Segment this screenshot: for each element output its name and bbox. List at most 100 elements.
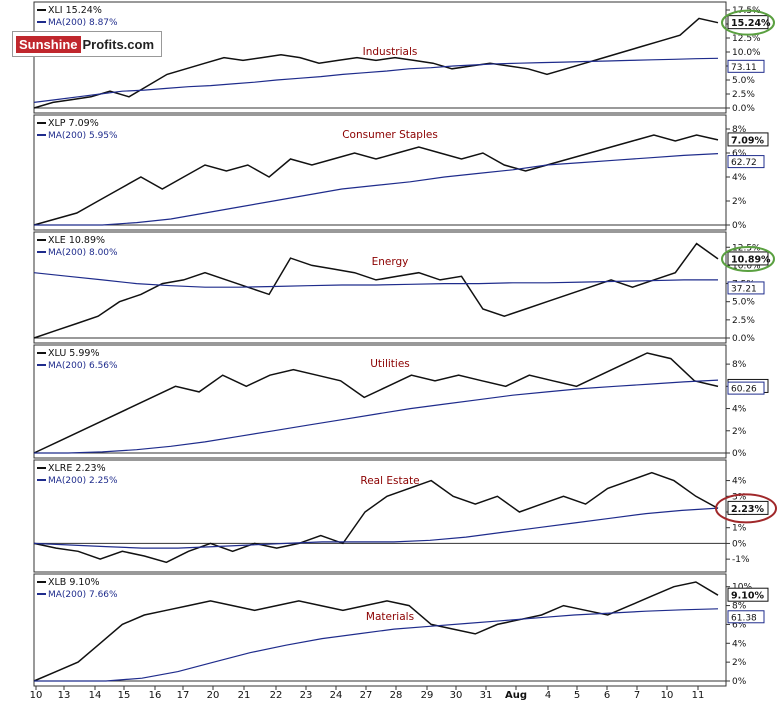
x-tick-label: 28 — [390, 690, 403, 701]
legend-ticker: XLI 15.24% — [48, 5, 102, 16]
ma-tag: 61.38 — [731, 613, 757, 623]
price-tag-box — [727, 251, 769, 266]
ma-tag-box — [727, 381, 765, 395]
y-tick-label: 2% — [732, 427, 747, 437]
panel-frame — [33, 1, 727, 114]
y-tick-label: 2% — [732, 197, 747, 207]
y-tick-label: 5.0% — [732, 298, 755, 308]
y-tick-label: 6% — [732, 149, 747, 159]
price-tag: 9.10% — [731, 591, 764, 602]
sunshine-profits-logo: Sunshine Profits.com — [12, 31, 162, 57]
price-tag: 15.24% — [731, 18, 771, 29]
y-tick-label: 6% — [732, 620, 747, 630]
x-tick-label: 29 — [421, 690, 434, 701]
x-tick-label: 10 — [30, 690, 43, 701]
x-tick-label: 15 — [118, 690, 131, 701]
legend-ticker: XLU 5.99% — [48, 348, 99, 359]
x-tick-label: 17 — [177, 690, 190, 701]
x-tick-label: 6 — [604, 690, 610, 701]
legend-ticker: XLE 10.89% — [48, 235, 105, 246]
price-tag-box — [727, 132, 769, 147]
y-tick-label: 2% — [732, 658, 747, 668]
price-line — [33, 17, 719, 109]
x-tick-label: 22 — [270, 690, 283, 701]
highlight-ellipse-red — [715, 493, 777, 524]
y-tick-label: 0% — [732, 677, 747, 687]
logo-part1: Sunshine — [16, 35, 81, 53]
x-tick-label: Aug — [505, 690, 527, 701]
price-tag: 10.89% — [731, 254, 771, 265]
y-tick-label: 0.0% — [732, 334, 755, 344]
x-tick-label: 7 — [634, 690, 640, 701]
x-tick-label: 5 — [574, 690, 580, 701]
price-tag-box — [727, 587, 769, 602]
sector-label: Consumer Staples — [342, 129, 438, 141]
sector-label: Materials — [366, 611, 414, 623]
legend-ticker: XLP 7.09% — [48, 118, 99, 129]
price-line — [33, 581, 719, 682]
highlight-ellipse-green — [721, 245, 775, 272]
x-tick-label: 10 — [661, 690, 674, 701]
ma-tag: 60.26 — [731, 385, 757, 395]
y-tick-label: 10.0% — [732, 261, 761, 271]
sector-label: Industrials — [363, 46, 418, 58]
x-tick-label: 21 — [238, 690, 251, 701]
panel-frame — [33, 114, 727, 231]
panel-frame — [33, 231, 727, 344]
x-tick-label: 20 — [207, 690, 220, 701]
price-line — [33, 471, 719, 564]
y-tick-label: 10.0% — [732, 48, 761, 58]
y-tick-label: 8% — [732, 125, 747, 135]
panel-frame — [33, 344, 727, 459]
legend-ma200: MA(200) 7.66% — [48, 590, 118, 600]
x-tick-label: 30 — [450, 690, 463, 701]
x-tick-label: 16 — [149, 690, 162, 701]
y-tick-label: 2.5% — [732, 90, 755, 100]
ma200-line — [34, 153, 719, 226]
logo-part2: Profits.com — [82, 36, 155, 52]
price-tag: 7.09% — [731, 135, 764, 146]
legend-ma200: MA(200) 8.87% — [48, 18, 118, 28]
y-tick-label: 2.5% — [732, 316, 755, 326]
price-line — [33, 134, 719, 226]
y-tick-label: 12.5% — [732, 34, 761, 44]
x-tick-label: 13 — [58, 690, 71, 701]
y-tick-label: 5.0% — [732, 76, 755, 86]
x-tick-label: 31 — [480, 690, 493, 701]
ma-tag-box — [727, 610, 765, 624]
legend-ticker: XLB 9.10% — [48, 577, 100, 588]
x-tick-label: 4 — [545, 690, 551, 701]
y-tick-label: 4% — [732, 405, 747, 415]
ma-tag-box — [727, 155, 765, 169]
highlight-ellipse-green — [721, 9, 775, 36]
legend-ma200: MA(200) 6.56% — [48, 361, 118, 371]
y-tick-label: 1% — [732, 524, 747, 534]
price-line — [33, 352, 719, 454]
x-tick-label: 11 — [692, 690, 705, 701]
y-tick-label: 12.5% — [732, 243, 761, 253]
legend-ma200: MA(200) 5.95% — [48, 131, 118, 141]
price-tag: 2.23% — [731, 504, 764, 515]
x-tick-label: 27 — [360, 690, 373, 701]
legend-ma200: MA(200) 8.00% — [48, 248, 118, 258]
ma200-line — [33, 272, 718, 288]
y-tick-label: -1% — [732, 555, 750, 565]
price-tag-box — [727, 15, 769, 30]
x-tick-label: 24 — [330, 690, 343, 701]
y-tick-label: 4% — [732, 173, 747, 183]
y-tick-label: 0% — [732, 449, 747, 459]
ma-tag-box — [727, 59, 765, 73]
y-tick-label: 0% — [732, 221, 747, 231]
x-tick-label: 23 — [300, 690, 313, 701]
ma-tag: 62.72 — [731, 158, 757, 168]
ma200-line — [34, 379, 719, 454]
price-tag-box — [727, 500, 769, 515]
y-tick-label: 4% — [732, 639, 747, 649]
y-tick-label: 0% — [732, 539, 747, 549]
legend-ma200: MA(200) 2.25% — [48, 476, 118, 486]
ma200-line — [33, 507, 719, 549]
y-tick-label: 4% — [732, 477, 747, 487]
legend-ticker: XLRE 2.23% — [48, 463, 106, 474]
ma200-line — [33, 57, 719, 103]
x-tick-label: 14 — [89, 690, 102, 701]
